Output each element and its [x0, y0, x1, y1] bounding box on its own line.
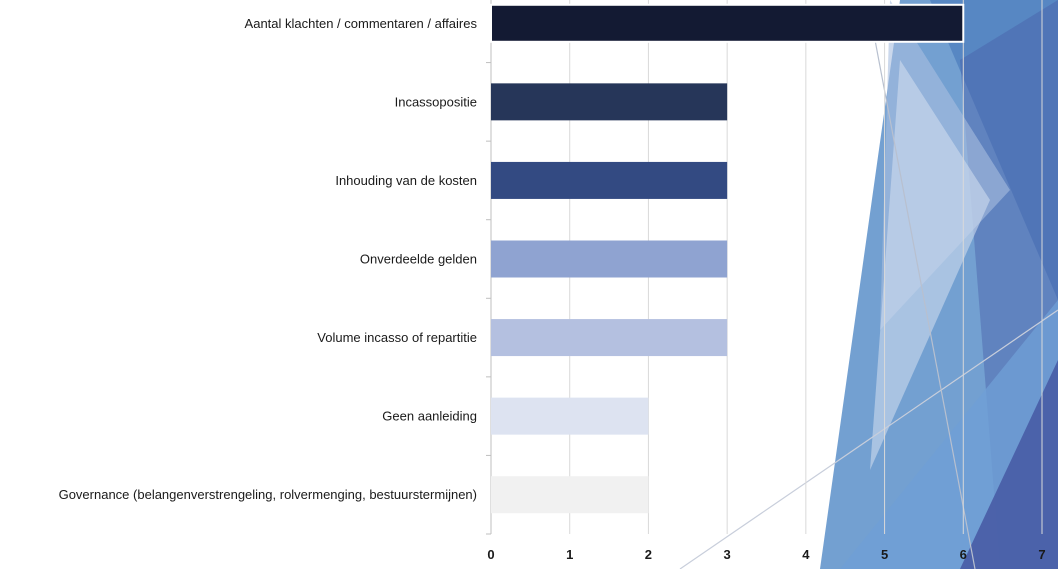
category-label: Geen aanleiding — [382, 409, 477, 424]
x-tick-label: 0 — [487, 547, 494, 562]
x-axis-tick-labels: 0 1 2 3 4 5 6 7 — [487, 547, 1045, 562]
y-axis — [486, 0, 492, 535]
decorative-line — [874, 39, 976, 569]
x-tick-label: 3 — [724, 547, 731, 562]
bar-6 — [491, 397, 649, 435]
bar-7 — [491, 476, 649, 514]
decorative-triangle — [960, 360, 1058, 569]
category-labels: Aantal klachten / commentaren / affaires… — [59, 16, 478, 502]
decorative-triangle — [870, 60, 990, 470]
x-tick-label: 5 — [881, 547, 888, 562]
category-label: Governance (belangenverstrengeling, rolv… — [59, 487, 477, 502]
decorative-triangle — [930, 0, 1058, 300]
category-label: Incassopositie — [395, 94, 477, 109]
x-tick-label: 6 — [960, 547, 967, 562]
bar-4 — [491, 240, 728, 278]
decorative-line — [679, 309, 1058, 569]
bar-2 — [491, 83, 728, 121]
bar-3 — [491, 161, 728, 199]
bars — [490, 3, 965, 514]
category-label: Aantal klachten / commentaren / affaires — [245, 16, 478, 31]
x-tick-label: 4 — [802, 547, 810, 562]
x-tick-label: 1 — [566, 547, 573, 562]
bar-5 — [491, 319, 728, 357]
category-label: Volume incasso of repartitie — [317, 330, 477, 345]
category-label: Inhouding van de kosten — [335, 173, 477, 188]
x-tick-label: 2 — [645, 547, 652, 562]
x-tick-label: 7 — [1038, 547, 1045, 562]
category-label: Onverdeelde gelden — [360, 252, 477, 267]
bar-1 — [490, 3, 965, 43]
